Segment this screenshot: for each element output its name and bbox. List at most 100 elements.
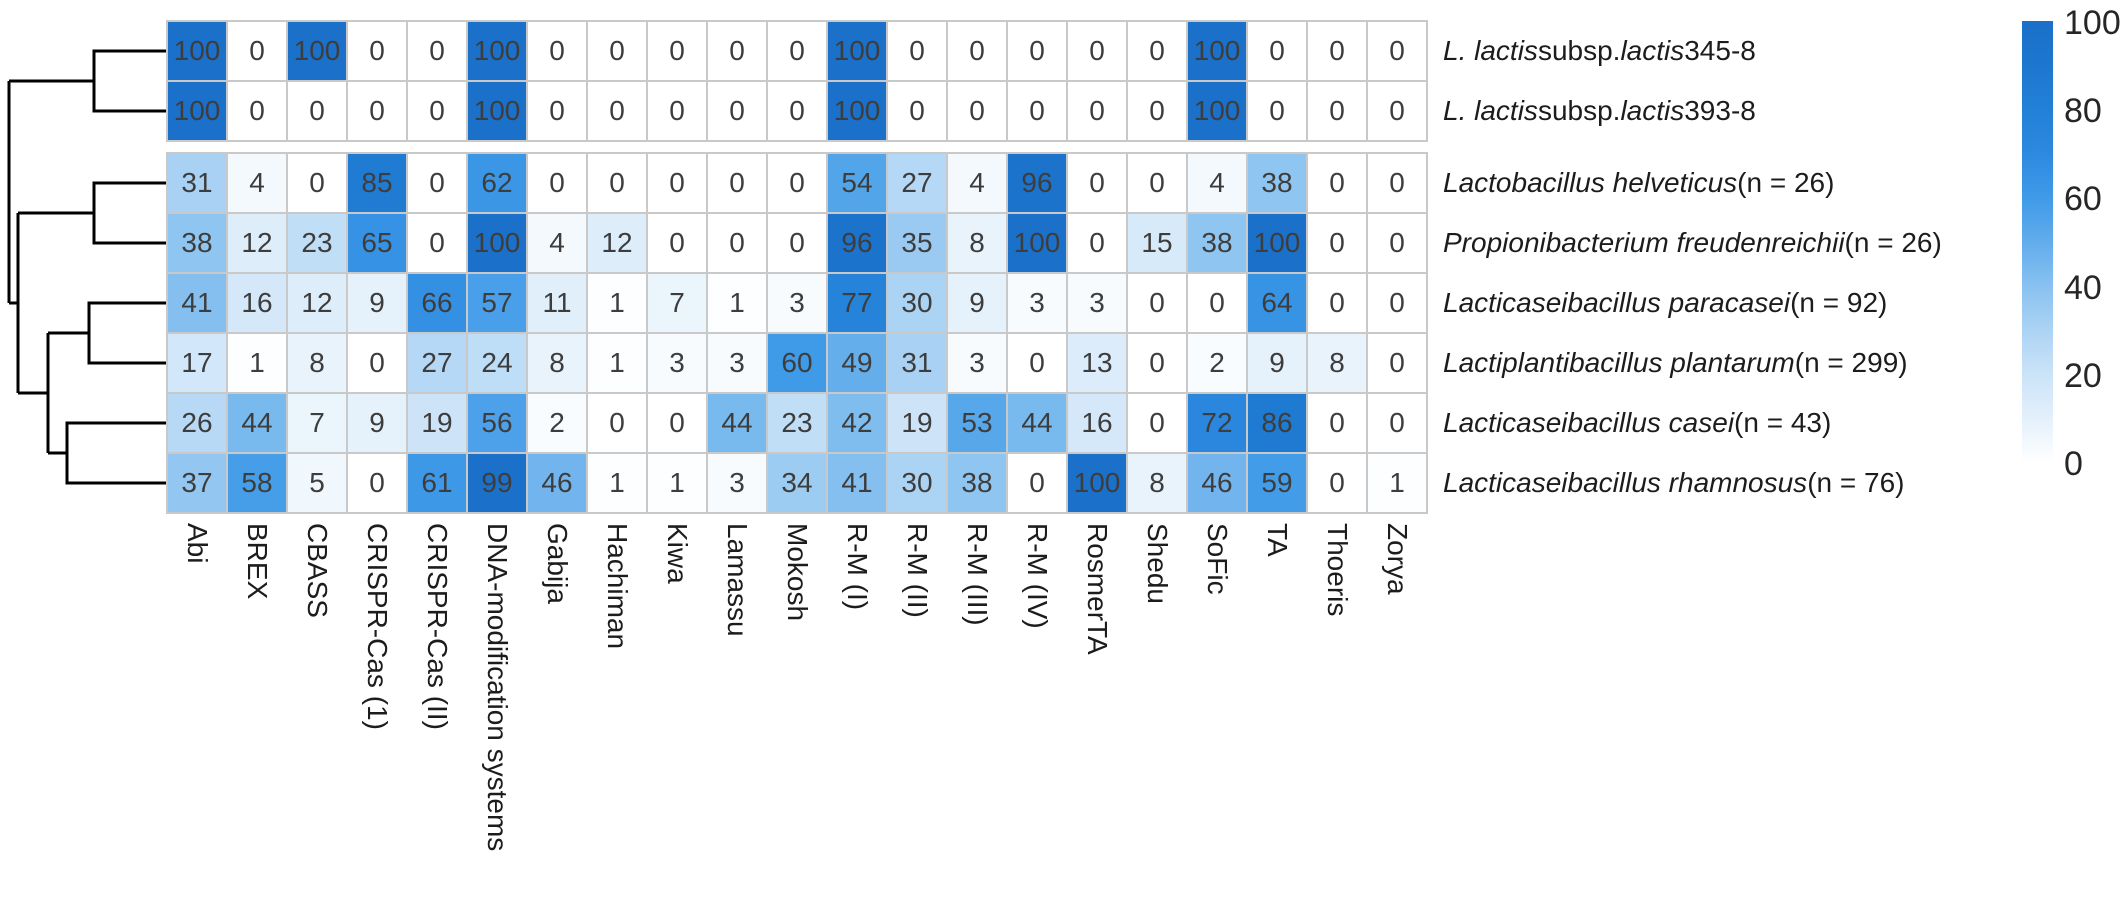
dendrogram-link [92, 49, 167, 113]
heatmap-cell: 3 [707, 453, 767, 513]
heatmap-cell: 0 [887, 21, 947, 81]
heatmap-cell: 72 [1187, 393, 1247, 453]
heatmap-cell: 0 [1067, 153, 1127, 213]
heatmap-cell: 0 [1127, 333, 1187, 393]
heatmap-cell: 30 [887, 273, 947, 333]
heatmap-cell: 0 [1307, 393, 1367, 453]
heatmap-cell: 59 [1247, 453, 1307, 513]
heatmap-cell: 100 [167, 21, 227, 81]
heatmap-cell: 0 [1247, 81, 1307, 141]
heatmap-cell: 0 [887, 81, 947, 141]
heatmap-cell: 0 [1307, 273, 1367, 333]
heatmap-cell: 2 [1187, 333, 1247, 393]
heatmap-cell: 8 [1307, 333, 1367, 393]
heatmap-cell: 0 [1367, 21, 1427, 81]
heatmap-cell: 0 [767, 153, 827, 213]
heatmap-cell: 0 [1127, 393, 1187, 453]
heatmap-block: 31 4 0 85 0 62 0 0 0 0 0 54 27 4 96 0 0 4 38 0 0 38 12 23 65 0 100… [166, 152, 1428, 514]
heatmap-cell: 0 [1307, 81, 1367, 141]
column-label: DNA-modification systems [482, 523, 513, 852]
heatmap-cell: 3 [767, 273, 827, 333]
heatmap-cell: 24 [467, 333, 527, 393]
colorbar-tick-label: 20 [2064, 356, 2102, 395]
heatmap-cell: 100 [827, 81, 887, 141]
heatmap-cell: 0 [227, 21, 287, 81]
heatmap-cell: 38 [167, 213, 227, 273]
heatmap-cell: 3 [947, 333, 1007, 393]
heatmap-cell: 4 [227, 153, 287, 213]
heatmap-cell: 8 [287, 333, 347, 393]
heatmap-cell: 0 [527, 81, 587, 141]
heatmap-cell: 38 [1187, 213, 1247, 273]
heatmap-cell: 0 [1367, 393, 1427, 453]
column-label: R-M (IV) [1022, 523, 1053, 629]
dendrogram-link [92, 181, 167, 245]
heatmap-cell: 0 [527, 21, 587, 81]
colorbar [2022, 21, 2053, 462]
heatmap-cell: 0 [1307, 21, 1367, 81]
heatmap-cell: 0 [647, 21, 707, 81]
heatmap-cell: 49 [827, 333, 887, 393]
colorbar-tick-label: 60 [2064, 180, 2102, 219]
column-label: Kiwa [662, 523, 693, 584]
heatmap-cell: 31 [887, 333, 947, 393]
heatmap-cell: 9 [947, 273, 1007, 333]
heatmap-cell: 100 [287, 21, 347, 81]
colorbar-tick-label: 0 [2064, 445, 2083, 483]
heatmap-cell: 23 [287, 213, 347, 273]
heatmap-cell: 99 [467, 453, 527, 513]
heatmap-cell: 0 [1127, 153, 1187, 213]
heatmap-cell: 46 [1187, 453, 1247, 513]
heatmap-cell: 41 [827, 453, 887, 513]
heatmap-cell: 65 [347, 213, 407, 273]
heatmap-cell: 100 [827, 21, 887, 81]
heatmap-cell: 0 [1307, 453, 1367, 513]
dendrogram-link [65, 421, 167, 485]
heatmap-cell: 0 [1187, 273, 1247, 333]
heatmap-cell: 8 [527, 333, 587, 393]
heatmap-cell: 100 [1187, 21, 1247, 81]
heatmap-cell: 77 [827, 273, 887, 333]
heatmap-cell: 0 [767, 81, 827, 141]
heatmap-cell: 96 [827, 213, 887, 273]
column-label: Thoeris [1322, 523, 1353, 617]
heatmap-cell: 58 [227, 453, 287, 513]
heatmap-cell: 0 [1007, 333, 1067, 393]
heatmap-cell: 13 [1067, 333, 1127, 393]
heatmap-block: 100 0 100 0 0 100 0 0 0 0 0 100 0 0 0 0 0 100 0 0 0 100 0 0 0 0 10… [166, 20, 1428, 142]
heatmap-cell: 0 [1007, 21, 1067, 81]
heatmap-cell: 0 [1307, 153, 1367, 213]
heatmap-cell: 46 [527, 453, 587, 513]
heatmap-cell: 27 [407, 333, 467, 393]
heatmap-cell: 16 [1067, 393, 1127, 453]
heatmap-cell: 38 [947, 453, 1007, 513]
heatmap-cell: 0 [1127, 81, 1187, 141]
heatmap-cell: 1 [707, 273, 767, 333]
heatmap-cell: 61 [407, 453, 467, 513]
row-label: Lacticaseibacillus rhamnosus (n = 76) [1443, 467, 1905, 498]
heatmap-cell: 3 [1007, 273, 1067, 333]
row-label: Propionibacterium freudenreichii (n = 26… [1443, 227, 1942, 258]
heatmap-cell: 100 [1247, 213, 1307, 273]
column-label: Lamassu [722, 523, 753, 637]
heatmap-cell: 62 [467, 153, 527, 213]
column-label: R-M (I) [842, 523, 873, 611]
heatmap-cell: 34 [767, 453, 827, 513]
column-label: RosmerTA [1082, 523, 1113, 655]
heatmap-cell: 15 [1127, 213, 1187, 273]
row-label: Lactiplantibacillus plantarum (n = 299) [1443, 347, 1908, 378]
heatmap-cell: 1 [587, 273, 647, 333]
colorbar-tick-label: 40 [2064, 268, 2102, 307]
heatmap-cell: 0 [707, 213, 767, 273]
heatmap-cell: 31 [167, 153, 227, 213]
heatmap-cell: 0 [347, 453, 407, 513]
heatmap-cell: 41 [167, 273, 227, 333]
heatmap-cell: 44 [227, 393, 287, 453]
heatmap-cell: 3 [707, 333, 767, 393]
heatmap-cell: 60 [767, 333, 827, 393]
heatmap-cell: 0 [407, 153, 467, 213]
heatmap-cell: 16 [227, 273, 287, 333]
column-label: SoFic [1202, 523, 1233, 595]
heatmap-cell: 0 [287, 81, 347, 141]
heatmap-cell: 19 [407, 393, 467, 453]
